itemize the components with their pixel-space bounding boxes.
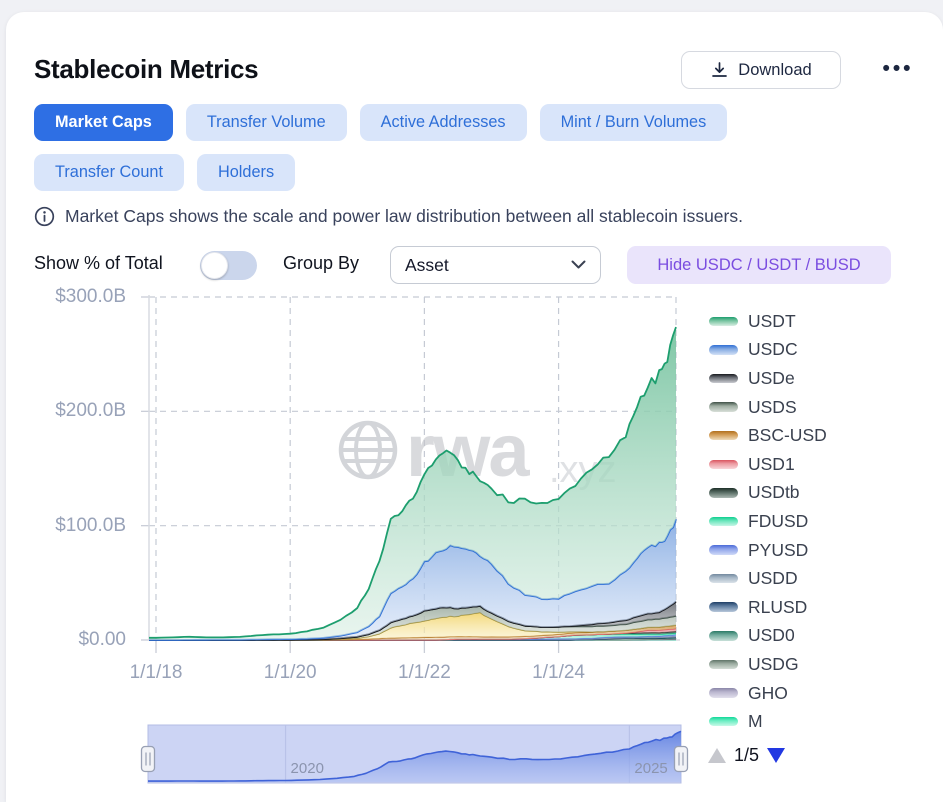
show-percent-toggle[interactable]: [200, 251, 257, 280]
legend-swatch-usdd: [709, 573, 738, 584]
legend-label: USDT: [748, 310, 796, 331]
legend-item-usd1[interactable]: USD1: [709, 450, 827, 479]
legend-label: GHO: [748, 682, 788, 703]
x-tick-label: 1/1/22: [397, 662, 451, 683]
legend-item-usd0[interactable]: USD0: [709, 622, 827, 651]
legend-item-usdc[interactable]: USDC: [709, 336, 827, 365]
y-tick-label: $100.0B: [55, 514, 126, 536]
x-tick-label: 1/1/24: [532, 662, 585, 683]
info-icon: [34, 206, 55, 227]
info-text: Market Caps shows the scale and power la…: [65, 206, 743, 226]
tab-mint-burn-volumes[interactable]: Mint / Burn Volumes: [539, 104, 728, 141]
legend-label: USD0: [748, 625, 795, 646]
brush-handle-left[interactable]: [140, 745, 156, 773]
legend-pager: 1/5: [708, 745, 786, 766]
info-row: Market Caps shows the scale and power la…: [34, 206, 743, 227]
area-FDUSD: [149, 633, 676, 640]
y-tick-label: $0.00: [78, 629, 126, 650]
legend-swatch-m: [709, 716, 738, 727]
tab-transfer-count[interactable]: Transfer Count: [34, 154, 184, 191]
legend-label: RLUSD: [748, 596, 808, 617]
x-tick-label: 1/1/20: [263, 662, 317, 683]
tabs-row-1: Market Caps Transfer Volume Active Address…: [34, 104, 728, 141]
page-title: Stablecoin Metrics: [34, 54, 259, 84]
legend-item-pyusd[interactable]: PYUSD: [709, 536, 827, 565]
group-by-select[interactable]: Asset: [390, 246, 601, 284]
area-BUSD: [149, 612, 676, 640]
legend-page-indicator: 1/5: [734, 745, 760, 765]
legend-item-gho[interactable]: GHO: [709, 679, 827, 708]
legend-swatch-usdtb: [709, 488, 738, 498]
legend-label: FDUSD: [748, 510, 809, 531]
legend-page-up-icon[interactable]: [708, 748, 726, 763]
brush-year-label: 2025: [634, 760, 668, 777]
legend-label: USDG: [748, 653, 799, 674]
stablecoin-metrics-card: Stablecoin Metrics Download ••• Market C…: [6, 12, 943, 802]
show-percent-label: Show % of Total: [34, 253, 163, 273]
legend-item-rlusd[interactable]: RLUSD: [709, 593, 827, 622]
legend-swatch-gho: [709, 688, 738, 698]
more-options-button[interactable]: •••: [882, 57, 914, 80]
legend-label: BSC-USD: [748, 425, 827, 446]
legend-label: USDtb: [748, 482, 800, 503]
chart-legend: USDT USDC USDe USDS BSC-USD USD1 USDtb FDUSD PYU…: [709, 307, 827, 736]
legend-item-bsc-usd[interactable]: BSC-USD: [709, 421, 827, 450]
legend-label: M: [748, 711, 763, 732]
legend-item-fdusd[interactable]: FDUSD: [709, 507, 827, 536]
tabs-row-2: Transfer Count Holders: [34, 154, 296, 191]
legend-swatch-bsc-usd: [709, 430, 738, 441]
legend-page-down-icon[interactable]: [767, 748, 786, 763]
legend-label: USDe: [748, 367, 795, 388]
legend-swatch-fdusd: [709, 516, 738, 527]
brush-handle-right[interactable]: [673, 745, 689, 773]
legend-swatch-usds: [709, 402, 738, 412]
legend-swatch-usdg: [709, 659, 738, 670]
toggle-knob: [201, 252, 228, 279]
hide-assets-button[interactable]: Hide USDC / USDT / BUSD: [627, 246, 891, 284]
download-icon: [712, 62, 728, 77]
y-tick-label: $300.0B: [55, 286, 126, 307]
group-by-label: Group By: [283, 253, 360, 273]
area-USD0: [149, 638, 676, 640]
y-tick-label: $200.0B: [55, 400, 126, 422]
legend-swatch-usd0: [709, 631, 738, 641]
group-by-value: Asset: [405, 254, 449, 275]
tab-active-addresses[interactable]: Active Addresses: [359, 104, 527, 141]
legend-item-usdtb[interactable]: USDtb: [709, 479, 827, 508]
timeline-brush[interactable]: [6, 712, 706, 802]
legend-item-usdg[interactable]: USDG: [709, 650, 827, 679]
legend-item-usdt[interactable]: USDT: [709, 307, 827, 336]
area-BSC-USD: [149, 625, 676, 640]
download-button[interactable]: Download: [681, 51, 841, 89]
legend-swatch-usd1: [709, 459, 738, 470]
area-USDT: [149, 327, 676, 640]
download-label: Download: [738, 60, 812, 79]
legend-label: USDD: [748, 568, 798, 589]
legend-item-usde[interactable]: USDe: [709, 364, 827, 393]
tab-market-caps[interactable]: Market Caps: [34, 104, 173, 141]
legend-swatch-pyusd: [709, 545, 738, 555]
brush-year-label: 2020: [290, 760, 324, 777]
legend-item-usdd[interactable]: USDD: [709, 564, 827, 593]
legend-label: USD1: [748, 453, 795, 474]
legend-swatch-rlusd: [709, 602, 738, 612]
legend-item-usds[interactable]: USDS: [709, 393, 827, 422]
tab-transfer-volume[interactable]: Transfer Volume: [185, 104, 347, 141]
legend-label: PYUSD: [748, 539, 809, 560]
legend-label: USDS: [748, 396, 797, 417]
area-USDS: [149, 605, 676, 640]
tab-holders[interactable]: Holders: [196, 154, 296, 191]
legend-swatch-usdt: [709, 316, 738, 327]
x-tick-label: 1/1/18: [129, 662, 183, 683]
legend-label: USDC: [748, 339, 798, 360]
legend-swatch-usdc: [709, 345, 738, 355]
legend-item-m[interactable]: M: [709, 707, 827, 736]
chevron-down-icon: [571, 260, 586, 269]
stacked-area-chart: rwa .xyz: [141, 295, 680, 653]
legend-swatch-usde: [709, 373, 738, 384]
